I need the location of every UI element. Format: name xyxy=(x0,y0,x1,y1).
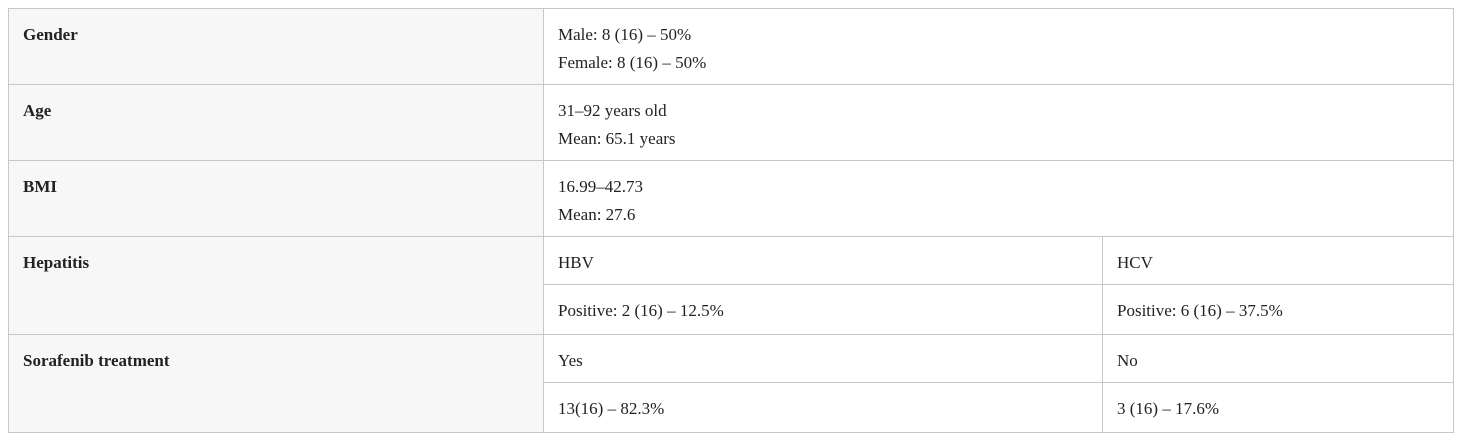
sorafenib-yes-value: 13(16) – 82.3% xyxy=(543,382,1103,433)
age-mean-value: Mean: 65.1 years xyxy=(558,129,676,148)
table-row-hepatitis-values: Positive: 2 (16) – 12.5% Positive: 6 (16… xyxy=(9,284,1454,335)
hepatitis-hbv-value: Positive: 2 (16) – 12.5% xyxy=(543,284,1103,335)
sorafenib-no-value: 3 (16) – 17.6% xyxy=(1102,382,1454,433)
sorafenib-yes-header: Yes xyxy=(543,334,1103,383)
gender-value-cell: Male: 8 (16) – 50% Female: 8 (16) – 50% xyxy=(543,8,1454,85)
row-label-age: Age xyxy=(8,84,544,161)
sorafenib-no-header: No xyxy=(1102,334,1454,383)
hepatitis-hcv-value: Positive: 6 (16) – 37.5% xyxy=(1102,284,1454,335)
table-row-gender: Gender Male: 8 (16) – 50% Female: 8 (16)… xyxy=(8,8,1454,85)
bmi-range-value: 16.99–42.73 xyxy=(558,177,643,196)
row-label-gender: Gender xyxy=(8,8,544,85)
table-row-age: Age 31–92 years old Mean: 65.1 years xyxy=(8,84,1454,161)
hepatitis-hcv-header: HCV xyxy=(1102,236,1454,285)
row-label-hepatitis: Hepatitis xyxy=(8,236,544,335)
gender-male-value: Male: 8 (16) – 50% xyxy=(558,25,692,44)
table-row-bmi: BMI 16.99–42.73 Mean: 27.6 xyxy=(8,160,1454,237)
bmi-value-cell: 16.99–42.73 Mean: 27.6 xyxy=(543,160,1454,237)
bmi-mean-value: Mean: 27.6 xyxy=(558,205,636,224)
row-label-sorafenib: Sorafenib treatment xyxy=(8,334,544,433)
table-row-sorafenib-values: 13(16) – 82.3% 3 (16) – 17.6% xyxy=(9,382,1454,433)
patient-characteristics-table: Gender Male: 8 (16) – 50% Female: 8 (16)… xyxy=(8,8,1454,433)
hepatitis-hbv-header: HBV xyxy=(543,236,1103,285)
age-range-value: 31–92 years old xyxy=(558,101,667,120)
gender-female-value: Female: 8 (16) – 50% xyxy=(558,53,707,72)
row-label-bmi: BMI xyxy=(8,160,544,237)
table-row-sorafenib-header: Sorafenib treatment Yes No xyxy=(8,334,1454,433)
table-row-hepatitis-header: Hepatitis HBV HCV xyxy=(8,236,1454,335)
age-value-cell: 31–92 years old Mean: 65.1 years xyxy=(543,84,1454,161)
